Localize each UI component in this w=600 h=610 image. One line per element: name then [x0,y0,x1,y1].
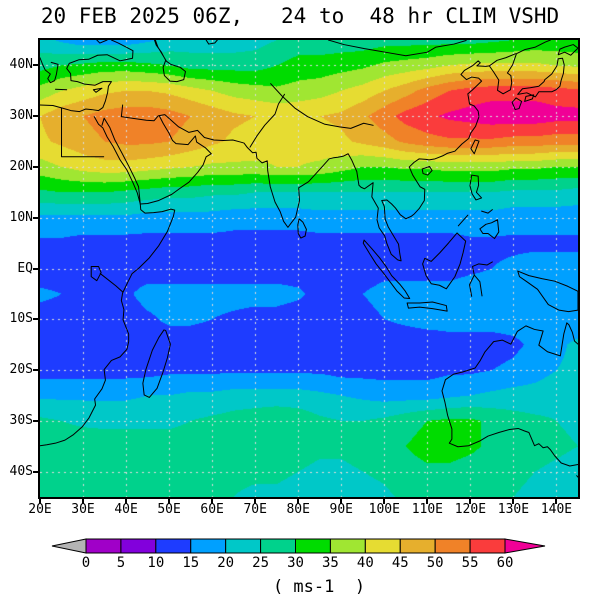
colorbar-tick-label: 50 [426,555,444,571]
colorbar-segment [329,538,366,554]
lon-tick-label: 30E [71,502,95,517]
lon-tick-label: 60E [200,502,224,517]
lat-tick-mark [33,165,38,168]
colorbar-tick-label: 20 [217,555,235,571]
lat-tick-label: 30N [9,108,33,124]
colorbar-tick-label: 25 [252,555,269,571]
lat-tick-label: 10N [9,209,33,225]
plot-title: 20 FEB 2025 06Z, 24 to 48 hr CLIM VSHD [40,4,560,28]
colorbar-segment [190,538,227,554]
lon-tick-mark [469,499,472,504]
coastline-africa-east [40,204,175,446]
colorbar-segment [155,538,192,554]
coastline-islands [143,45,578,398]
lat-tick-label: 30S [9,412,33,428]
lat-tick-label: 10S [9,311,33,327]
lon-tick-label: 120E [454,502,487,517]
colorbar-segment [434,538,471,554]
colorbar-segment [364,538,401,554]
colorbar-segment [260,538,297,554]
lon-tick-mark [340,499,343,504]
lat-tick-mark [33,369,38,372]
colorbar-segment [399,538,436,554]
shear-field-canvas [40,40,578,497]
lat-tick-label: EQ [17,260,33,276]
lon-tick-mark [125,499,128,504]
lat-tick-mark [33,318,38,321]
colorbar-tick-label: 55 [461,555,479,571]
lon-tick-mark [82,499,85,504]
lon-tick-mark [297,499,300,504]
lon-tick-label: 80E [286,502,310,517]
map-panel [38,38,580,499]
coastline-asia-mainland [140,40,550,261]
colorbar-under-arrow [51,538,87,554]
colorbar-segment [225,538,262,554]
lon-tick-label: 40E [114,502,138,517]
lon-tick-label: 130E [497,502,530,517]
colorbar-tick-label: 40 [356,555,374,571]
colorbar-tick-label: 10 [147,555,165,571]
colorbar-tick-label: 15 [182,555,200,571]
colorbar-segment [469,538,506,554]
coastline-caspian-aral [154,40,217,82]
lat-tick-mark [33,470,38,473]
lon-tick-mark [39,499,41,504]
lon-tick-mark [426,499,429,504]
lat-tick-label: 20S [9,362,33,378]
colorbar-tick-label: 30 [287,555,304,571]
colorbar-segment [120,538,157,554]
lat-tick-label: 40S [9,463,33,479]
map-overlay-svg [40,40,578,497]
coastlines-layer [40,40,578,477]
coastline-australia [442,323,578,477]
lon-tick-label: 110E [411,502,444,517]
coastline-red-sea [94,117,140,204]
colorbar-tick-label: 35 [321,555,339,571]
units-label: ( ms-1 ) [272,577,366,597]
lon-tick-mark [254,499,257,504]
lat-tick-mark [33,267,38,270]
lon-tick-mark [211,499,214,504]
colorbar-segment [85,538,122,554]
colorbar-tick-label: 60 [496,555,514,571]
colorbar-tick-label: 45 [391,555,409,571]
lon-tick-label: 90E [329,502,353,517]
colorbar [51,538,546,554]
country-borders [62,40,516,292]
lat-tick-mark [33,419,38,422]
lon-tick-mark [168,499,171,504]
colorbar-tick-label: 5 [116,555,126,571]
lon-tick-mark [512,499,515,504]
colorbar-tick-label: 0 [81,555,91,571]
lon-tick-label: 70E [243,502,267,517]
lon-tick-mark [383,499,386,504]
lat-tick-label: 40N [9,57,33,73]
lat-tick-mark [33,115,38,118]
lat-tick-mark [33,64,38,67]
colorbar-segment [295,538,331,554]
lat-tick-label: 20N [9,158,33,174]
colorbar-over-arrow [504,538,546,554]
lon-tick-label: 50E [157,502,181,517]
lon-tick-mark [555,499,558,504]
lat-tick-mark [33,216,38,219]
lon-tick-label: 140E [540,502,573,517]
lon-tick-label: 20E [28,502,52,517]
coastline-mediterranean-blacksea [40,40,133,112]
lon-tick-label: 100E [368,502,400,517]
